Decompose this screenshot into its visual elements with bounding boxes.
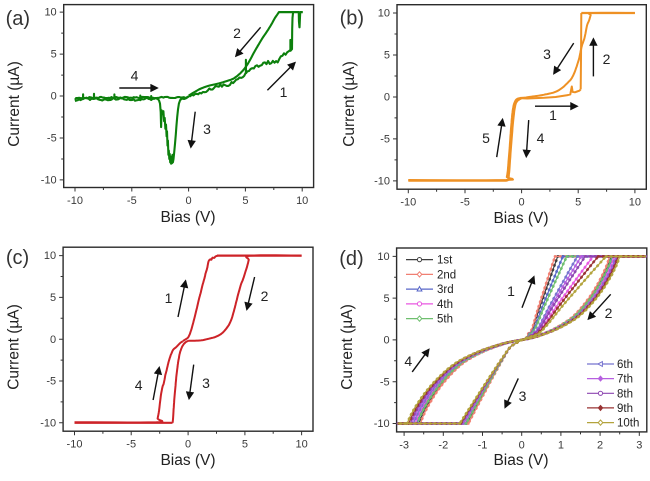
svg-text:5: 5	[383, 293, 389, 305]
svg-text:2: 2	[603, 51, 611, 67]
svg-text:-10: -10	[400, 197, 416, 209]
svg-text:3rd: 3rd	[437, 284, 454, 296]
svg-text:Bias (V): Bias (V)	[493, 452, 548, 469]
svg-text:1: 1	[558, 439, 564, 451]
svg-text:10: 10	[44, 250, 56, 262]
svg-text:4: 4	[131, 68, 139, 84]
svg-text:9th: 9th	[617, 403, 633, 415]
svg-text:4th: 4th	[437, 299, 453, 311]
svg-text:10th: 10th	[617, 418, 639, 430]
svg-text:-5: -5	[126, 439, 136, 451]
svg-text:2: 2	[597, 439, 603, 451]
svg-text:2: 2	[233, 25, 241, 41]
svg-text:1: 1	[165, 290, 173, 306]
svg-text:-5: -5	[380, 376, 390, 388]
svg-text:0: 0	[50, 334, 56, 346]
svg-text:-1: -1	[478, 439, 488, 451]
svg-text:4: 4	[537, 130, 545, 146]
svg-text:3: 3	[519, 388, 527, 404]
svg-text:3: 3	[543, 46, 551, 62]
svg-text:0: 0	[383, 335, 389, 347]
svg-text:10: 10	[377, 251, 389, 263]
svg-text:-10: -10	[40, 417, 56, 429]
svg-text:0: 0	[519, 197, 525, 209]
svg-text:5: 5	[242, 195, 248, 207]
svg-text:-10: -10	[67, 195, 83, 207]
svg-text:1: 1	[549, 107, 557, 123]
svg-text:5: 5	[51, 49, 57, 61]
svg-text:0: 0	[51, 91, 57, 103]
svg-text:2: 2	[605, 305, 613, 321]
svg-text:10: 10	[44, 7, 56, 19]
svg-text:-10: -10	[67, 439, 83, 451]
svg-text:2: 2	[261, 288, 269, 304]
svg-text:10: 10	[378, 8, 390, 20]
svg-text:6th: 6th	[617, 359, 633, 371]
svg-text:(b): (b)	[340, 8, 364, 30]
svg-text:Bias (V): Bias (V)	[160, 209, 215, 226]
svg-text:-10: -10	[374, 176, 390, 188]
svg-text:10: 10	[295, 439, 307, 451]
svg-text:-3: -3	[399, 439, 409, 451]
svg-text:-2: -2	[438, 439, 448, 451]
svg-text:2nd: 2nd	[437, 269, 456, 281]
svg-text:(c): (c)	[6, 247, 29, 269]
svg-text:1st: 1st	[437, 255, 453, 267]
svg-text:1: 1	[280, 84, 288, 100]
svg-text:10: 10	[296, 195, 308, 207]
svg-text:Current (µA): Current (µA)	[6, 61, 23, 147]
svg-text:10: 10	[629, 197, 641, 209]
svg-text:(d): (d)	[339, 248, 363, 270]
svg-text:4: 4	[404, 353, 412, 369]
svg-text:Bias (V): Bias (V)	[493, 210, 548, 227]
svg-text:5th: 5th	[437, 314, 453, 326]
svg-text:5: 5	[482, 130, 490, 146]
svg-text:5: 5	[575, 197, 581, 209]
svg-text:5: 5	[50, 292, 56, 304]
svg-text:-5: -5	[46, 376, 56, 388]
svg-text:Bias (V): Bias (V)	[160, 452, 215, 469]
svg-text:4: 4	[135, 377, 143, 393]
svg-text:Current (µA): Current (µA)	[341, 61, 358, 147]
svg-text:3: 3	[202, 375, 210, 391]
svg-text:5: 5	[242, 439, 248, 451]
svg-text:(a): (a)	[6, 8, 30, 30]
svg-text:Current (µA): Current (µA)	[6, 304, 23, 390]
svg-text:0: 0	[185, 439, 191, 451]
svg-text:-5: -5	[460, 197, 470, 209]
svg-text:-5: -5	[380, 134, 390, 146]
svg-text:0: 0	[519, 439, 525, 451]
svg-text:-10: -10	[374, 418, 390, 430]
svg-text:0: 0	[384, 92, 390, 104]
svg-text:1: 1	[507, 283, 515, 299]
svg-text:-5: -5	[47, 133, 57, 145]
svg-text:8th: 8th	[617, 388, 633, 400]
svg-text:3: 3	[203, 121, 211, 137]
svg-text:Current (µA): Current (µA)	[339, 304, 356, 390]
svg-text:3: 3	[636, 439, 642, 451]
svg-text:7th: 7th	[617, 374, 633, 386]
svg-text:0: 0	[186, 195, 192, 207]
svg-text:-5: -5	[127, 195, 137, 207]
svg-text:-10: -10	[41, 175, 57, 187]
svg-text:5: 5	[384, 50, 390, 62]
